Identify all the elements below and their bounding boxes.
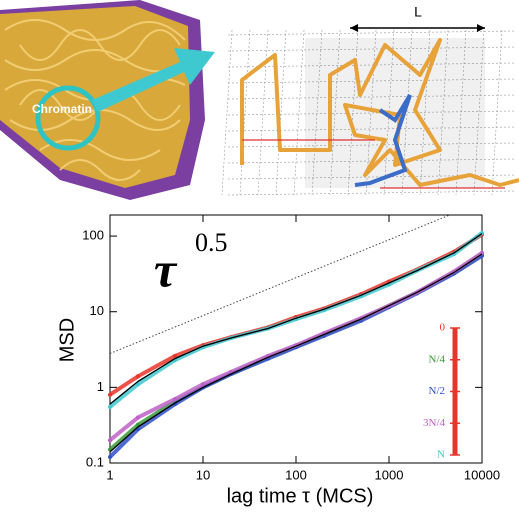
- lattice-line: [221, 29, 233, 196]
- data-point: [108, 438, 112, 443]
- polymer-segment: [354, 93, 412, 187]
- zoom-arrow: [92, 48, 215, 112]
- y-axis-label: MSD: [56, 318, 78, 362]
- lattice-line: [347, 29, 359, 196]
- data-point: [135, 374, 140, 379]
- highlight-circle: [35, 85, 101, 151]
- legend-label: N: [437, 449, 445, 461]
- polymer-chain: [240, 38, 519, 187]
- y-tick-label: 1: [97, 379, 104, 394]
- lattice-illustration: L: [221, 4, 519, 196]
- lattice-line: [329, 29, 341, 196]
- legend-label: 3N/4: [423, 417, 446, 429]
- lattice-line: [275, 29, 287, 196]
- legend-label: N/4: [429, 353, 446, 365]
- lattice-line: [257, 29, 269, 196]
- length-label: L: [414, 4, 422, 20]
- annotation-exponent: 0.5: [195, 228, 228, 257]
- data-point: [108, 405, 112, 410]
- data-point: [135, 382, 140, 387]
- lattice-line: [491, 29, 503, 196]
- x-axis-label: lag time τ (MCS): [227, 485, 374, 507]
- lattice-line: [227, 30, 516, 36]
- data-point: [201, 382, 205, 387]
- lattice-line: [455, 29, 467, 196]
- data-point: [173, 397, 178, 402]
- y-tick-label: 0.1: [86, 454, 104, 469]
- lattice-line: [311, 29, 323, 196]
- legend-label: 0: [440, 322, 446, 334]
- fit-line: [110, 233, 482, 405]
- x-tick-label: 10000: [464, 467, 500, 482]
- lattice-line: [383, 29, 395, 196]
- fiber-mass: [0, 6, 190, 188]
- data-point: [480, 250, 484, 255]
- chromatin-illustration: Chromatin: [0, 0, 215, 200]
- x-tick-label: 1: [106, 467, 113, 482]
- lattice-line: [239, 29, 251, 196]
- x-tick-label: 100: [285, 467, 307, 482]
- data-point: [108, 392, 112, 397]
- x-tick-label: 10: [196, 467, 210, 482]
- annotation-base: τ: [154, 241, 178, 297]
- y-tick-label: 100: [82, 228, 104, 243]
- chromatin-label: Chromatin: [32, 102, 92, 116]
- legend-label: N/2: [429, 385, 446, 397]
- y-tick-label: 10: [90, 303, 104, 318]
- data-point: [108, 455, 112, 460]
- data-point: [173, 353, 178, 358]
- reference-line: [110, 215, 450, 354]
- lattice-line: [419, 29, 431, 196]
- lattice-line: [227, 190, 516, 196]
- data-point: [135, 415, 140, 420]
- x-tick-label: 1000: [375, 467, 404, 482]
- fit-line: [110, 253, 482, 453]
- lattice-line: [437, 29, 449, 196]
- lattice-line: [473, 29, 485, 196]
- lattice-line: [293, 29, 305, 196]
